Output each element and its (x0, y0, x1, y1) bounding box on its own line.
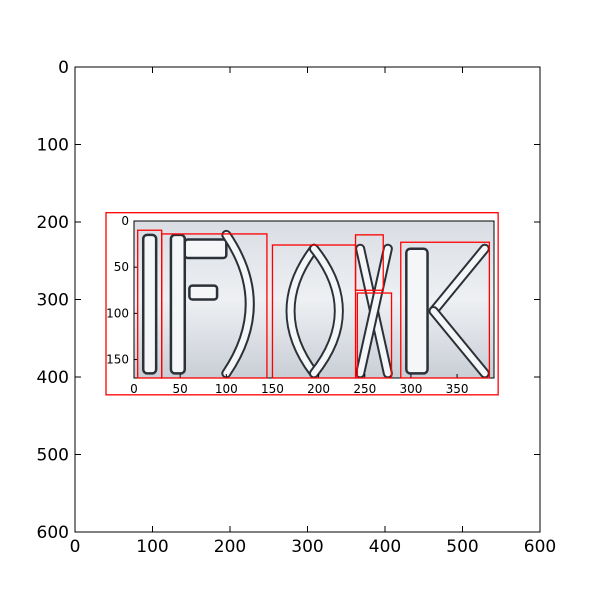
inset-image: 0 50 100 150 200 250 300 350 0 50 100 150 (106, 214, 495, 396)
outer-x-axis: 0 100 200 300 400 500 600 (70, 67, 556, 557)
inset-y-tick-label: 0 (121, 214, 129, 228)
outer-y-tick-label: 400 (37, 368, 69, 388)
character-bounding-box (400, 241, 491, 379)
glyph-stroke (223, 231, 253, 377)
outer-y-tick-label: 600 (37, 523, 69, 543)
glyph-stroke (169, 233, 187, 375)
outer-y-tick-label: 300 (37, 291, 69, 311)
inset-x-tick-label: 0 (130, 382, 138, 396)
glyph-stroke (430, 245, 488, 315)
outer-bounding-box (105, 212, 499, 396)
inset-x-tick-label: 100 (215, 382, 238, 396)
outer-x-tick-label: 400 (369, 537, 401, 557)
character-bounding-box (354, 234, 384, 291)
glyph-stroke (287, 245, 317, 377)
inset-x-tick-label: 50 (173, 382, 188, 396)
inset-y-tick-label: 150 (106, 353, 129, 367)
outer-y-tick-label: 200 (37, 213, 69, 233)
character-bounding-boxes (137, 229, 491, 379)
inset-x-tick-label: 250 (353, 382, 376, 396)
outer-x-tick-label: 500 (446, 537, 478, 557)
character-bounding-box (271, 244, 357, 379)
character-bounding-box (356, 292, 393, 379)
outer-y-tick-label: 500 (37, 446, 69, 466)
inset-x-axis: 0 50 100 150 200 250 300 350 (130, 374, 469, 396)
glyph-stroke (430, 308, 488, 377)
glyph-stroke (188, 284, 219, 301)
inset-x-tick-label: 350 (446, 382, 469, 396)
inset-x-tick-label: 150 (261, 382, 284, 396)
glyph-stroke (405, 247, 429, 375)
outer-y-tick-label: 100 (37, 136, 69, 156)
outer-x-tick-label: 600 (524, 537, 556, 557)
character-bounding-box (161, 233, 268, 379)
inset-x-tick-label: 300 (399, 382, 422, 396)
inset-x-tick-label: 200 (307, 382, 330, 396)
inset-y-tick-label: 100 (106, 306, 129, 320)
outer-x-tick-label: 100 (136, 537, 168, 557)
outer-y-tick-label: 0 (58, 58, 69, 78)
glyph-stroke (183, 238, 228, 260)
outer-x-tick-label: 0 (70, 537, 81, 557)
glyph-stroke (141, 233, 158, 375)
inset-y-tick-label: 50 (114, 260, 129, 274)
inset-y-axis: 0 50 100 150 (106, 214, 138, 367)
outer-x-tick-label: 200 (214, 537, 246, 557)
glyph-stroke (311, 245, 342, 377)
outer-x-tick-label: 300 (291, 537, 323, 557)
